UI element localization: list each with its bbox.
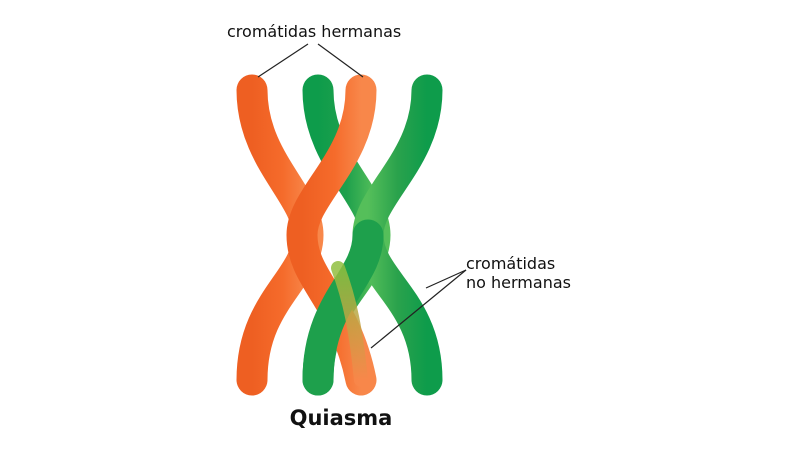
leader-sister-right — [317, 43, 364, 78]
label-non-sister-line2: no hermanas — [466, 273, 571, 292]
leader-lines — [257, 43, 467, 349]
leader-nonsister-lower — [370, 269, 467, 349]
orange-chromosome — [236, 74, 377, 396]
diagram-title: Quiasma — [289, 406, 393, 430]
leader-nonsister-upper — [425, 269, 467, 289]
label-non-sister-line1: cromátidas — [466, 254, 556, 273]
label-sister-chromatids: cromátidas hermanas — [227, 22, 402, 41]
label-non-sister-chromatids: cromátidas no hermanas — [466, 254, 571, 292]
exchanged-segment — [331, 261, 368, 387]
leader-sister-left — [257, 43, 309, 78]
